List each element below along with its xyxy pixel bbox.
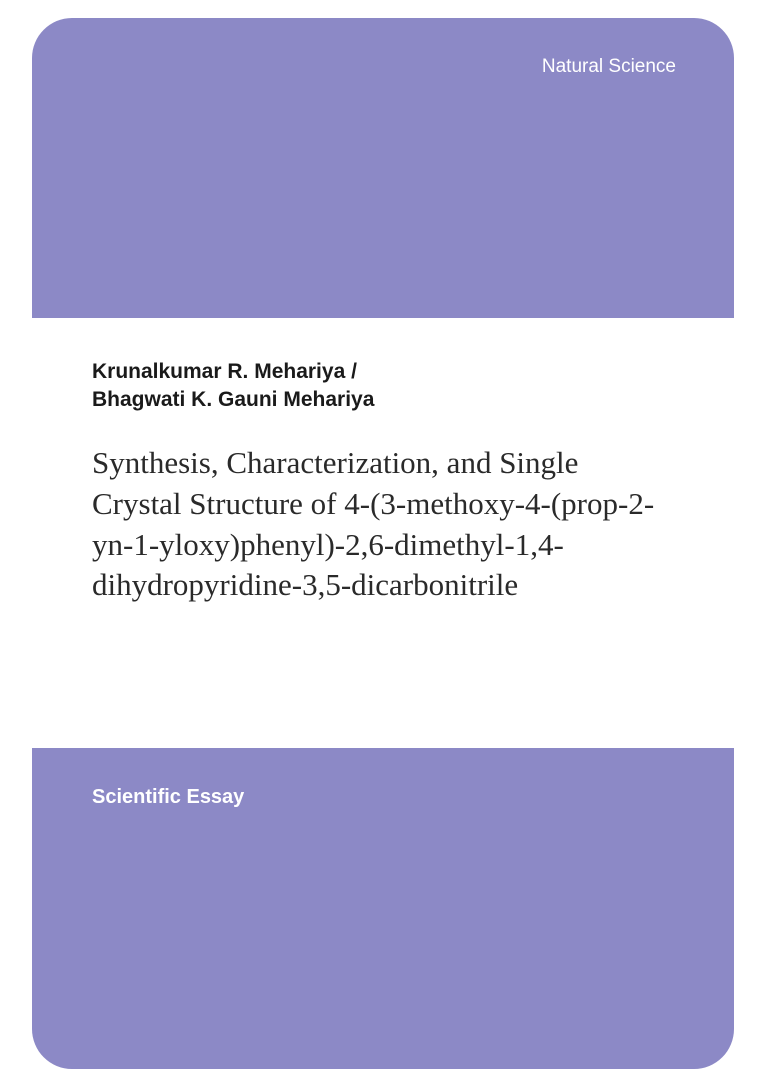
author-line-1: Krunalkumar R. Mehariya / (92, 360, 357, 383)
category-label: Natural Science (542, 56, 676, 78)
book-cover: Natural Science Krunalkumar R. Mehariya … (32, 18, 734, 1069)
authors-block: Krunalkumar R. Mehariya / Bhagwati K. Ga… (92, 358, 674, 415)
document-type-label: Scientific Essay (92, 786, 244, 809)
title-panel: Krunalkumar R. Mehariya / Bhagwati K. Ga… (32, 318, 734, 748)
author-line-2: Bhagwati K. Gauni Mehariya (92, 388, 374, 411)
document-title: Synthesis, Characterization, and Single … (92, 443, 674, 607)
